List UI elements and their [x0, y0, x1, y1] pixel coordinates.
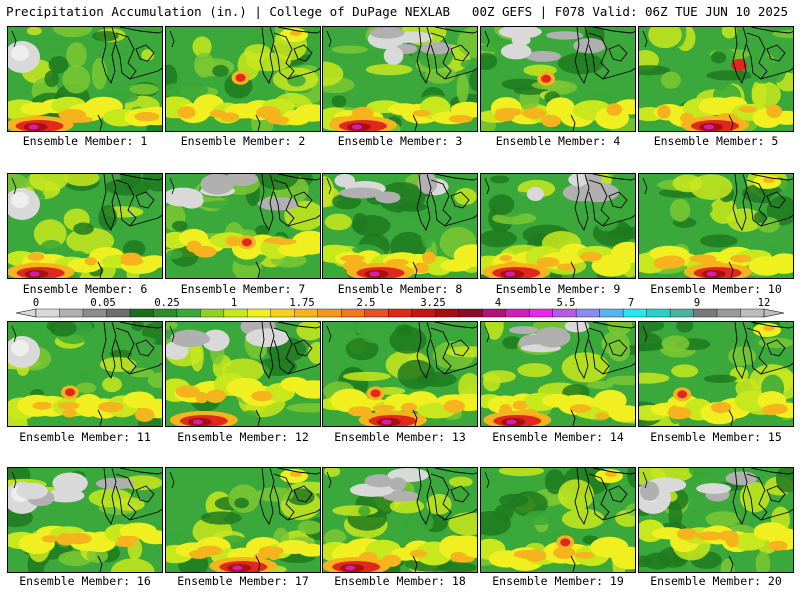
legend-tick-label: 4	[494, 297, 502, 309]
legend-color-swatch	[716, 308, 742, 318]
legend-tick-label: 3.25	[420, 297, 446, 309]
ensemble-member-map	[638, 321, 794, 427]
ensemble-member-label: Ensemble Member: 15	[650, 430, 782, 444]
ensemble-member-map	[7, 173, 163, 279]
legend-tick-label: 1	[230, 297, 238, 309]
ensemble-member-map	[165, 26, 321, 132]
ensemble-member-map	[322, 467, 478, 573]
legend-color-swatch	[317, 308, 342, 318]
legend-color-swatch	[106, 308, 131, 318]
legend-color-swatch	[294, 308, 319, 318]
ensemble-member-label: Ensemble Member: 2	[180, 134, 306, 148]
legend-tick-label: 1.75	[289, 297, 315, 309]
legend-color-swatch	[59, 308, 84, 318]
legend-color-swatch	[622, 308, 648, 318]
ensemble-member-label: Ensemble Member: 8	[337, 282, 463, 296]
chart-title: Precipitation Accumulation (in.) | Colle…	[6, 4, 451, 19]
ensemble-member-map	[480, 26, 636, 132]
legend-color-swatch	[458, 308, 483, 318]
legend-color-swatch	[740, 308, 765, 318]
ensemble-member-map	[7, 26, 163, 132]
legend-color-swatch	[35, 308, 60, 318]
legend-color-swatch	[505, 308, 530, 318]
legend-tick-label: 9	[693, 297, 701, 309]
legend-color-swatch	[200, 308, 225, 318]
legend-color-swatch	[693, 308, 718, 318]
ensemble-member-map	[165, 173, 321, 279]
legend-color-swatch	[575, 308, 601, 318]
legend-color-swatch	[270, 308, 295, 318]
ensemble-member-map	[638, 467, 794, 573]
ensemble-member-label: Ensemble Member: 4	[495, 134, 621, 148]
legend-color-swatch	[129, 308, 154, 318]
ensemble-member-label: Ensemble Member: 1	[22, 134, 148, 148]
legend-tick-label: 0.25	[154, 297, 180, 309]
legend-tick-label: 7	[627, 297, 635, 309]
legend-tick-label: 0	[32, 297, 40, 309]
legend-color-swatch	[435, 308, 460, 318]
legend-color-swatch	[82, 308, 107, 318]
ensemble-member-map	[7, 467, 163, 573]
legend-color-swatch	[599, 308, 624, 318]
legend-color-swatch	[364, 308, 389, 318]
ensemble-member-label: Ensemble Member: 19	[492, 574, 624, 588]
ensemble-member-map	[7, 321, 163, 427]
ensemble-member-label: Ensemble Member: 10	[650, 282, 782, 296]
ensemble-member-label: Ensemble Member: 11	[19, 430, 151, 444]
ensemble-member-map	[322, 321, 478, 427]
ensemble-member-map	[165, 467, 321, 573]
ensemble-member-label: Ensemble Member: 18	[334, 574, 466, 588]
ensemble-member-label: Ensemble Member: 7	[180, 282, 306, 296]
ensemble-member-map	[480, 467, 636, 573]
legend-color-swatch	[153, 308, 178, 318]
ensemble-member-label: Ensemble Member: 14	[492, 430, 624, 444]
ensemble-member-label: Ensemble Member: 9	[495, 282, 621, 296]
ensemble-member-map	[322, 173, 478, 279]
ensemble-member-label: Ensemble Member: 3	[337, 134, 463, 148]
ensemble-member-map	[165, 321, 321, 427]
legend-tick-label: 0.05	[90, 297, 116, 309]
legend-color-swatch	[669, 308, 695, 318]
ensemble-member-label: Ensemble Member: 13	[334, 430, 466, 444]
legend-tick-label: 2.5	[356, 297, 376, 309]
ensemble-member-label: Ensemble Member: 20	[650, 574, 782, 588]
ensemble-member-map	[638, 26, 794, 132]
legend-color-swatch	[223, 308, 248, 318]
legend-color-swatch	[646, 308, 671, 318]
ensemble-member-map	[322, 26, 478, 132]
ensemble-member-label: Ensemble Member: 17	[177, 574, 309, 588]
ensemble-member-label: Ensemble Member: 5	[653, 134, 779, 148]
legend-color-swatch	[341, 308, 366, 318]
color-scale-legend	[15, 308, 785, 318]
legend-color-swatch	[552, 308, 577, 318]
ensemble-member-label: Ensemble Member: 12	[177, 430, 309, 444]
ensemble-member-label: Ensemble Member: 6	[22, 282, 148, 296]
ensemble-member-label: Ensemble Member: 16	[19, 574, 151, 588]
ensemble-member-map	[480, 173, 636, 279]
ensemble-member-map	[480, 321, 636, 427]
legend-color-swatch	[388, 308, 413, 318]
legend-color-swatch	[528, 308, 554, 318]
run-valid-time: 00Z GEFS | F078 Valid: 06Z TUE JUN 10 20…	[471, 4, 788, 19]
legend-color-swatch	[481, 308, 507, 318]
ensemble-member-map	[638, 173, 794, 279]
legend-tick-label: 12	[757, 297, 771, 309]
legend-color-swatch	[247, 308, 272, 318]
legend-color-swatch	[176, 308, 201, 318]
legend-color-swatch	[411, 308, 436, 318]
legend-tick-label: 5.5	[556, 297, 576, 309]
